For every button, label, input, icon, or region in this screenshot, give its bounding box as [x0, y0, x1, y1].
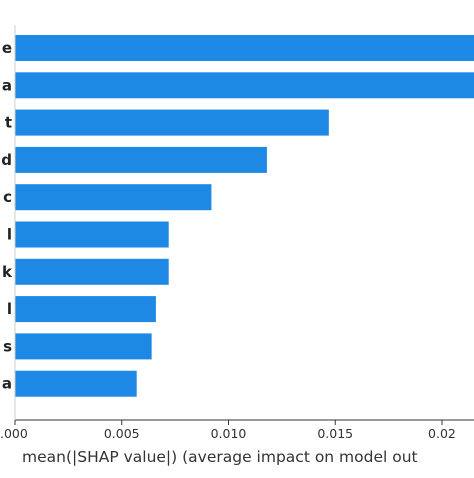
category-label-7: l	[7, 300, 12, 318]
category-labels-layer: e a t d c l k l s a	[1, 39, 13, 393]
x-tick-label-1: 0.005	[104, 426, 140, 441]
category-label-4: c	[3, 188, 12, 206]
bar-2	[15, 109, 329, 136]
bars-layer	[15, 35, 474, 397]
bar-1	[15, 72, 474, 99]
category-label-2: t	[5, 114, 12, 132]
x-tick-label-4: 0.02	[428, 426, 456, 441]
x-tick-label-3: 0.015	[317, 426, 353, 441]
category-label-6: k	[2, 263, 13, 281]
x-ticks-layer: .000 0.005 0.010 0.015 0.02	[0, 420, 456, 441]
category-label-3: d	[1, 151, 12, 169]
category-label-1: a	[2, 76, 12, 94]
category-label-5: l	[7, 226, 12, 244]
bar-0	[15, 35, 474, 61]
bar-7	[15, 296, 156, 323]
bar-4	[15, 184, 212, 211]
x-axis-label: mean(|SHAP value|) (average impact on mo…	[22, 448, 418, 466]
bar-5	[15, 221, 169, 248]
category-label-9: a	[2, 375, 12, 393]
bar-3	[15, 146, 267, 173]
bar-6	[15, 258, 169, 285]
x-tick-label-0: .000	[0, 426, 28, 441]
category-label-8: s	[3, 337, 12, 355]
category-label-0: e	[2, 39, 12, 57]
bar-9	[15, 370, 137, 397]
x-tick-label-2: 0.010	[211, 426, 247, 441]
bar-8	[15, 333, 152, 360]
